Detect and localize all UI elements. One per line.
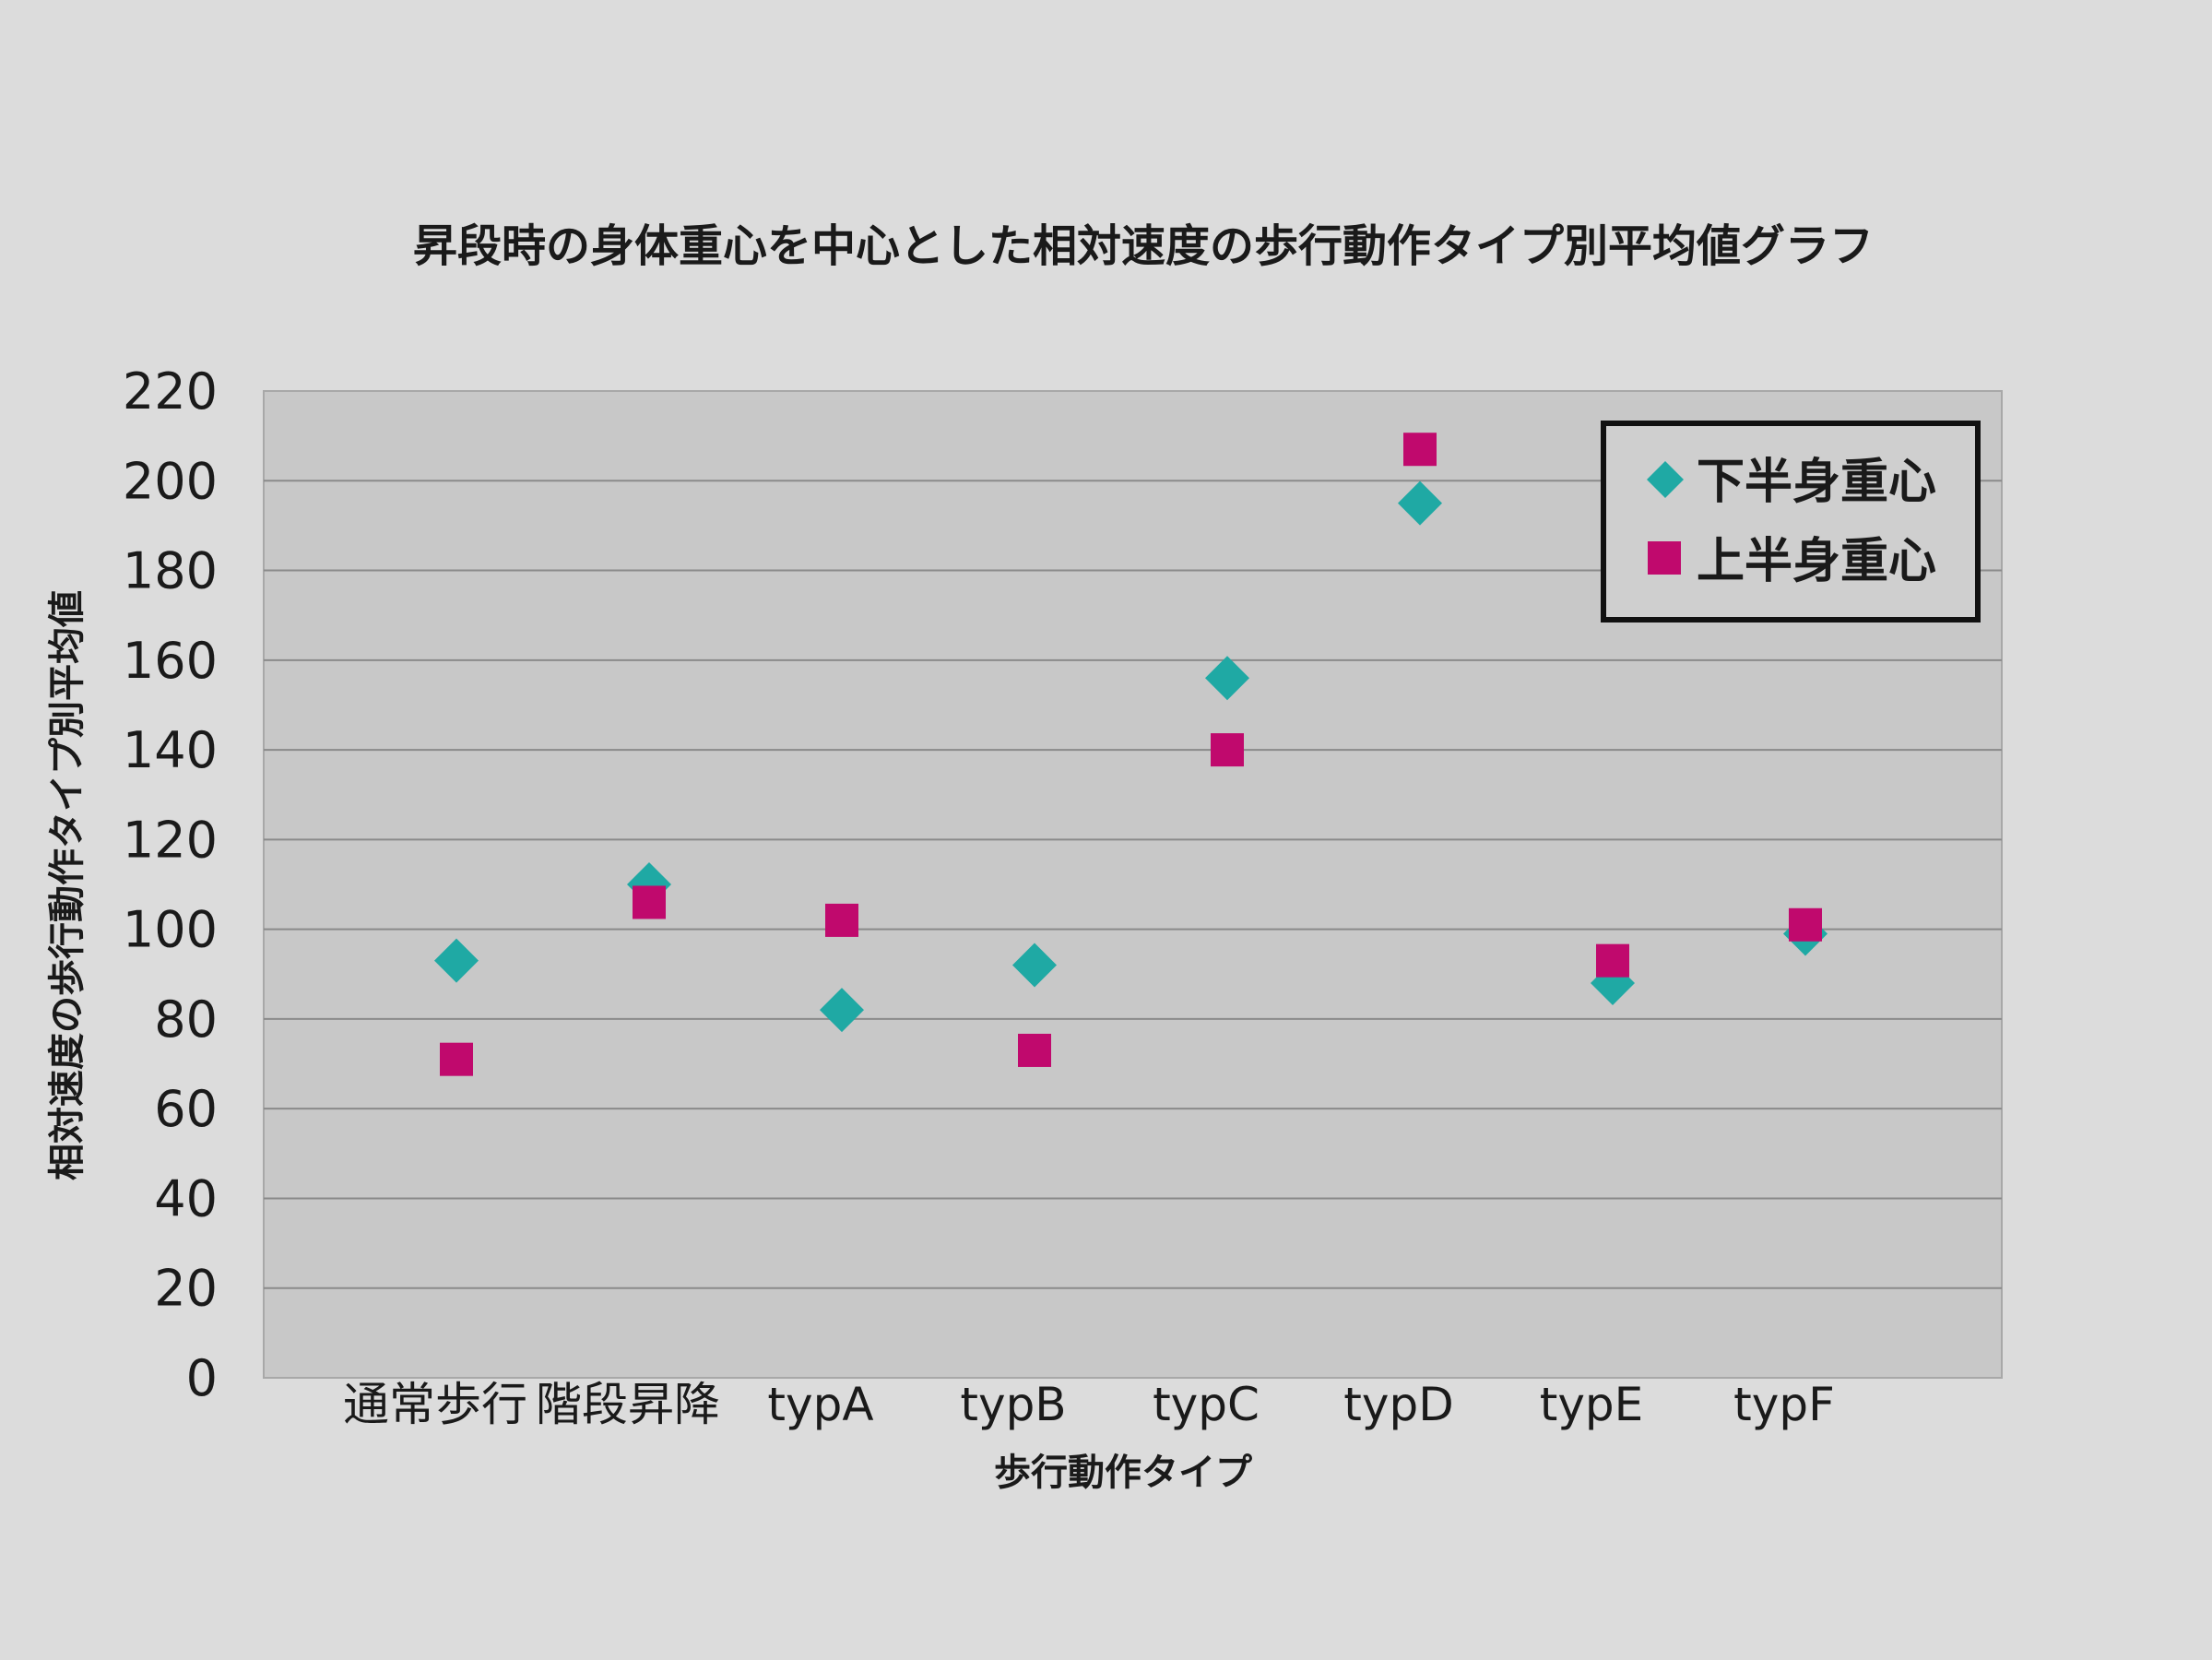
point-upper-body xyxy=(440,1042,473,1076)
gridlines xyxy=(264,480,2002,1289)
x-axis-categories: 通常歩行 階段昇降 typA typB typC typD typE typF xyxy=(343,1378,1835,1431)
point-upper-body xyxy=(1018,1033,1051,1067)
y-tick-label: 220 xyxy=(123,362,218,421)
point-lower-body xyxy=(1012,943,1057,988)
x-category-label: typB xyxy=(960,1378,1066,1431)
y-tick-label: 40 xyxy=(154,1169,218,1227)
legend-box xyxy=(1601,421,1981,622)
x-category-label: typC xyxy=(1153,1378,1260,1431)
y-axis-ticks: 0 20 40 60 80 100 120 140 160 180 200 220 xyxy=(123,362,218,1407)
x-axis-label: 歩行動作タイプ xyxy=(994,1452,1252,1494)
y-tick-label: 140 xyxy=(123,721,218,779)
point-lower-body xyxy=(1205,656,1249,701)
y-tick-label: 120 xyxy=(123,811,218,869)
x-category-label: typF xyxy=(1733,1378,1835,1431)
point-lower-body xyxy=(434,938,479,983)
chart-title: 昇段時の身体重心を中心とした相対速度の歩行動作タイプ別平均値グラフ xyxy=(413,220,1874,272)
y-tick-label: 180 xyxy=(123,542,218,600)
y-tick-label: 100 xyxy=(123,901,218,959)
data-points xyxy=(434,433,1828,1076)
legend-square-icon xyxy=(1648,541,1681,575)
y-tick-label: 200 xyxy=(123,452,218,510)
point-lower-body xyxy=(820,988,864,1033)
point-upper-body xyxy=(1789,907,1822,942)
x-category-label: 階段昇降 xyxy=(536,1378,720,1431)
point-upper-body xyxy=(1211,733,1244,767)
y-tick-label: 60 xyxy=(154,1080,218,1138)
legend-diamond-icon xyxy=(1647,461,1684,498)
legend-label-lower: 下半身重心 xyxy=(1697,455,1936,510)
x-category-label: typD xyxy=(1343,1378,1453,1431)
point-upper-body xyxy=(1596,943,1629,978)
y-tick-label: 160 xyxy=(123,632,218,690)
point-upper-body xyxy=(633,885,666,919)
y-tick-label: 20 xyxy=(154,1260,218,1318)
y-tick-label: 80 xyxy=(154,990,218,1049)
x-category-label: typA xyxy=(767,1378,873,1431)
point-lower-body xyxy=(1398,480,1442,526)
y-axis-label: 相対速度の歩行動作タイプ別平均値 xyxy=(46,590,89,1180)
x-category-label: typE xyxy=(1540,1378,1644,1431)
point-upper-body xyxy=(1403,433,1437,467)
x-category-label: 通常歩行 xyxy=(343,1378,527,1431)
point-upper-body xyxy=(825,903,858,937)
y-tick-label: 0 xyxy=(186,1349,218,1407)
legend: 下半身重心 上半身重心 xyxy=(1601,421,1981,622)
legend-label-upper: 上半身重心 xyxy=(1697,534,1936,589)
